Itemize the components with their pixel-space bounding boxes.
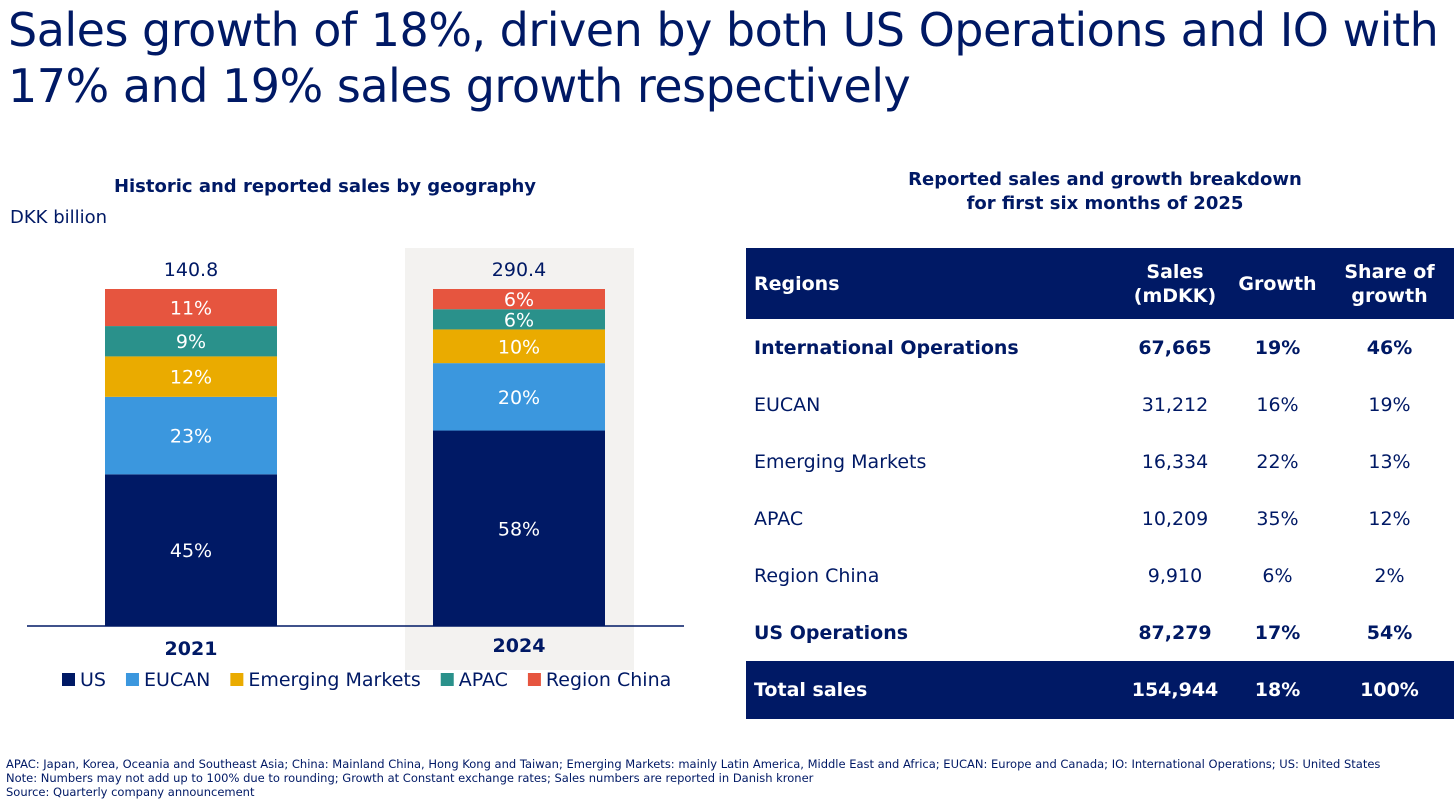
row-region: International Operations [754, 336, 1019, 359]
total-sales: 154,944 [1120, 661, 1230, 719]
bar-segment-2021-us [105, 474, 277, 626]
bar-total-label: 140.8 [164, 259, 218, 281]
header-growth: Growth [1230, 248, 1325, 319]
bar-segment-2024-eucan [433, 363, 605, 431]
row-sales: 87,279 [1138, 621, 1212, 644]
row-region: APAC [754, 507, 804, 530]
bar-data-label: 23% [170, 426, 212, 448]
legend-label: Emerging Markets [248, 669, 420, 691]
footnotes: APAC: Japan, Korea, Oceania and Southeas… [6, 757, 1380, 799]
legend-swatch-eucan [125, 673, 139, 686]
bar-segment-2021-eucan [105, 396, 277, 475]
bar-data-label: 12% [170, 367, 212, 389]
legend: US EUCAN Emerging Markets APAC Region China [62, 669, 671, 691]
legend-swatch-us [62, 673, 75, 686]
bar-segment-2024-apac [433, 309, 605, 330]
legend-swatch-apac [440, 673, 454, 686]
legend-label: EUCAN [144, 669, 210, 691]
bar-data-label: 10% [498, 336, 540, 358]
bar-segment-2024-us [433, 430, 605, 626]
header-share-line-1: Share of [1344, 260, 1435, 283]
table-title-line-2: for first six months of 2025 [966, 193, 1244, 214]
header-regions: Regions [746, 248, 1120, 319]
header-share-of-growth: Share of growth [1325, 248, 1454, 319]
total-region: Total sales [746, 661, 1120, 719]
header-sales-line-1: Sales [1146, 260, 1204, 283]
header-sales: Sales (mDKK) [1120, 248, 1230, 319]
footnote-note: Note: Numbers may not add up to 100% due… [6, 771, 814, 785]
legend-swatch-emerging-markets [230, 673, 244, 686]
row-sales: 31,212 [1141, 393, 1209, 416]
bar-segment-2024-emerging-markets [433, 329, 605, 364]
chart-title: Historic and reported sales by geography [113, 176, 537, 197]
x-tick-label: 2024 [493, 635, 546, 657]
total-growth: 18% [1230, 661, 1325, 719]
footnote-abbreviations: APAC: Japan, Korea, Oceania and Southeas… [6, 757, 1381, 771]
row-growth: 17% [1254, 621, 1301, 644]
table-row: EUCAN 31,212 16% 19% [746, 376, 1454, 433]
table-title: Reported sales and growth breakdown for … [860, 168, 1350, 216]
bar-data-label: 45% [170, 540, 212, 562]
row-share: 19% [1368, 393, 1411, 416]
bar-data-label: 11% [170, 298, 212, 320]
row-sales: 67,665 [1138, 336, 1212, 359]
row-share: 13% [1368, 450, 1411, 473]
y-axis-unit-label: DKK billion [10, 207, 108, 228]
row-region: US Operations [754, 621, 909, 644]
row-region: Emerging Markets [754, 450, 927, 473]
legend-label: APAC [459, 669, 508, 691]
row-share: 12% [1368, 507, 1411, 530]
legend-label: Region China [546, 669, 671, 691]
legend-label: US [80, 669, 106, 691]
bar-stacks: 45% 23% 12% 9% 11% 140.8 58% 20% 10% 6%6% 290.4 [105, 259, 605, 626]
row-share: 2% [1374, 564, 1405, 587]
bar-data-label: 20% [498, 387, 540, 409]
table-row: US Operations 87,279 17% 54% [746, 604, 1454, 661]
row-region: EUCAN [754, 393, 821, 416]
bar-segment-2024-region-china [433, 289, 605, 310]
table-row: Region China 9,910 6% 2% [746, 547, 1454, 604]
header-sales-line-2: (mDKK) [1133, 284, 1217, 307]
stacked-bar-chart: 45% 23% 12% 9% 11% 140.8 58% 20% 10% 6%6% 290.4 20… [27, 248, 684, 691]
page-title: Sales growth of 18%, driven by both US O… [8, 3, 1439, 113]
x-tick-label: 2021 [165, 638, 218, 660]
bar-data-label: 6% [504, 289, 534, 311]
x-axis-labels: 2021 2024 [165, 635, 546, 660]
row-share: 46% [1366, 336, 1413, 359]
total-row: Total sales 154,944 18% 100% [746, 661, 1454, 719]
row-sales: 16,334 [1141, 450, 1209, 473]
row-growth: 22% [1256, 450, 1299, 473]
row-growth: 35% [1256, 507, 1299, 530]
bar-total-label: 290.4 [492, 259, 546, 281]
total-share: 100% [1325, 661, 1454, 719]
table-title-line-1: Reported sales and growth breakdown [908, 169, 1302, 190]
table-row: APAC 10,209 35% 12% [746, 490, 1454, 547]
bar-segment-2021-emerging-markets [105, 356, 277, 397]
row-growth: 16% [1256, 393, 1299, 416]
bar-segment-2021-apac [105, 326, 277, 357]
row-growth: 19% [1254, 336, 1301, 359]
table-row: International Operations 67,665 19% 46% [746, 319, 1454, 376]
row-share: 54% [1366, 621, 1413, 644]
row-region: Region China [754, 564, 880, 587]
table-header-row: Regions Sales (mDKK) Growth Share of gro… [746, 248, 1454, 319]
legend-swatch-region-china [527, 673, 541, 686]
header-share-line-2: growth [1351, 284, 1428, 307]
table-row: Emerging Markets 16,334 22% 13% [746, 433, 1454, 490]
bar-data-label: 58% [498, 518, 540, 540]
row-growth: 6% [1262, 564, 1293, 587]
row-sales: 10,209 [1141, 507, 1209, 530]
bar-data-label: 9% [176, 331, 206, 353]
bar-data-label: 6% [504, 309, 534, 331]
sales-breakdown-table: Regions Sales (mDKK) Growth Share of gro… [746, 248, 1454, 719]
row-sales: 9,910 [1147, 564, 1203, 587]
footnote-source: Source: Quarterly company announcement [6, 785, 255, 799]
bar-segment-2021-region-china [105, 289, 277, 327]
